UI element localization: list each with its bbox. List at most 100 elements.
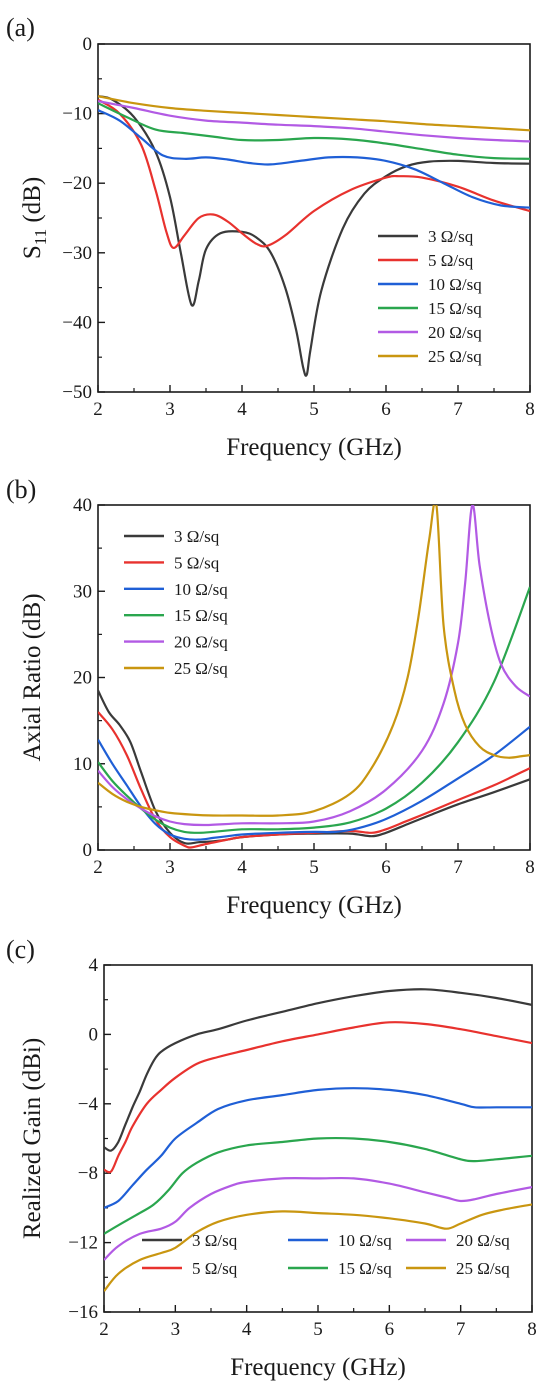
series-line-0 xyxy=(104,988,532,1152)
x-axis-title: Frequency (GHz) xyxy=(230,1354,406,1381)
y-axis-title: Axial Ratio (dB) xyxy=(19,593,46,761)
panel-a: (a) 2 3 4 5 6 7 8 0 −10 −20 −30 −40 −50 Frequency (GHz… xyxy=(6,13,535,461)
legend-label: 25 Ω/sq xyxy=(174,659,228,678)
y-axis-title-main: Axial Ratio (dB) xyxy=(19,593,46,761)
legend-item: 25 Ω/sq xyxy=(124,659,228,678)
legend-item: 25 Ω/sq xyxy=(406,1259,510,1278)
legend-label: 15 Ω/sq xyxy=(428,299,482,318)
x-tick-label: 4 xyxy=(237,399,247,420)
legend-label: 20 Ω/sq xyxy=(428,323,482,342)
y-tick-label: −30 xyxy=(62,243,92,264)
series-line-3 xyxy=(104,1136,532,1235)
y-tick-label: 0 xyxy=(89,1024,99,1045)
legend-item: 25 Ω/sq xyxy=(378,347,482,366)
legend-item: 5 Ω/sq xyxy=(124,553,220,572)
series-group xyxy=(98,505,530,849)
legend-label: 10 Ω/sq xyxy=(174,580,228,599)
x-tick-label: 3 xyxy=(165,857,175,878)
x-tick-label: 7 xyxy=(453,399,463,420)
x-tick-label: 4 xyxy=(237,857,247,878)
legend-item: 20 Ω/sq xyxy=(406,1231,510,1250)
x-tick-label: 6 xyxy=(381,857,391,878)
legend-label: 20 Ω/sq xyxy=(456,1231,510,1250)
x-axis-title: Frequency (GHz) xyxy=(226,892,402,919)
y-tick-label: −12 xyxy=(68,1233,98,1254)
series-group xyxy=(98,95,530,377)
panel-b: (b) 2 3 4 5 6 7 8 0 10 20 30 40 Frequency (GHz) Axial … xyxy=(6,475,535,919)
legend-item: 3 Ω/sq xyxy=(378,227,474,246)
y-tick-label: 4 xyxy=(89,955,99,976)
series-group xyxy=(104,988,532,1292)
panel-c: (c) 2 3 4 5 6 7 8 4 0 −4 −8 −12 −16 Frequency (GHz) Rea… xyxy=(6,935,537,1381)
legend-item: 15 Ω/sq xyxy=(124,606,228,625)
x-tick-label: 3 xyxy=(165,399,175,420)
legend-item: 20 Ω/sq xyxy=(124,633,228,652)
x-tick-label: 5 xyxy=(309,399,319,420)
y-tick-label: 30 xyxy=(73,581,92,602)
legend-item: 10 Ω/sq xyxy=(378,275,482,294)
x-tick-label: 8 xyxy=(525,857,535,878)
legend-label: 25 Ω/sq xyxy=(456,1259,510,1278)
y-tick-label: −50 xyxy=(62,382,92,403)
x-tick-label: 4 xyxy=(242,1319,252,1340)
series-line-3 xyxy=(98,102,530,160)
series-line-5 xyxy=(104,1203,532,1292)
y-axis-title-unit: (dB) xyxy=(19,177,46,229)
x-axis-title: Frequency (GHz) xyxy=(226,434,402,461)
y-tick-label: 10 xyxy=(73,754,92,775)
y-tick-label: −40 xyxy=(62,312,92,333)
series-line-2 xyxy=(98,109,530,209)
x-tick-label: 8 xyxy=(525,399,535,420)
y-axis-title: Realized Gain (dBi) xyxy=(19,1038,46,1239)
y-tick-label: 0 xyxy=(83,840,93,861)
legend-item: 10 Ω/sq xyxy=(124,580,228,599)
series-line-1 xyxy=(104,1021,532,1174)
y-axis-title-main: S xyxy=(19,245,46,259)
x-tick-label: 5 xyxy=(309,857,319,878)
legend-item: 15 Ω/sq xyxy=(378,299,482,318)
x-tick-label: 6 xyxy=(385,1319,395,1340)
legend-label: 5 Ω/sq xyxy=(428,251,474,270)
legend-label: 3 Ω/sq xyxy=(428,227,474,246)
legend-label: 5 Ω/sq xyxy=(174,553,220,572)
y-tick-label: −16 xyxy=(68,1302,98,1323)
legend-item: 3 Ω/sq xyxy=(124,527,220,546)
legend-label: 10 Ω/sq xyxy=(428,275,482,294)
legend-item: 10 Ω/sq xyxy=(288,1231,392,1250)
x-tick-label: 2 xyxy=(99,1319,109,1340)
legend-label: 3 Ω/sq xyxy=(174,527,220,546)
series-line-1 xyxy=(98,711,530,849)
legend-label: 25 Ω/sq xyxy=(428,347,482,366)
series-line-5 xyxy=(98,505,530,817)
y-tick-label: 40 xyxy=(73,495,92,516)
legend-label: 20 Ω/sq xyxy=(174,633,228,652)
y-tick-label: −10 xyxy=(62,104,92,125)
y-axis-title-main: Realized Gain (dBi) xyxy=(19,1038,46,1239)
panel-label: (c) xyxy=(6,935,35,964)
series-line-4 xyxy=(98,100,530,143)
legend-label: 3 Ω/sq xyxy=(192,1231,238,1250)
series-line-0 xyxy=(98,95,530,377)
x-tick-label: 7 xyxy=(453,857,463,878)
x-tick-label: 6 xyxy=(381,399,391,420)
legend-label: 5 Ω/sq xyxy=(192,1259,238,1278)
legend-label: 15 Ω/sq xyxy=(338,1259,392,1278)
series-line-4 xyxy=(98,505,530,827)
legend: 3 Ω/sq 5 Ω/sq 10 Ω/sq 15 Ω/sq 20 Ω/sq 25 Ω/sq xyxy=(142,1231,510,1278)
legend-item: 3 Ω/sq xyxy=(142,1231,238,1250)
y-tick-label: 20 xyxy=(73,668,92,689)
series-line-5 xyxy=(98,95,530,132)
legend: 3 Ω/sq 5 Ω/sq 10 Ω/sq 15 Ω/sq 20 Ω/sq 25 Ω/sq xyxy=(124,527,228,678)
legend-item: 15 Ω/sq xyxy=(288,1259,392,1278)
y-tick-label: −8 xyxy=(78,1163,98,1184)
legend-item: 20 Ω/sq xyxy=(378,323,482,342)
x-tick-label: 2 xyxy=(93,857,103,878)
series-line-4 xyxy=(104,1176,532,1261)
y-tick-label: −20 xyxy=(62,173,92,194)
legend-item: 5 Ω/sq xyxy=(378,251,474,270)
series-line-2 xyxy=(104,1087,532,1209)
y-tick-label: 0 xyxy=(83,34,93,55)
y-axis-title-subscript: 11 xyxy=(31,229,50,245)
y-axis-title: S11 (dB) xyxy=(19,177,50,259)
